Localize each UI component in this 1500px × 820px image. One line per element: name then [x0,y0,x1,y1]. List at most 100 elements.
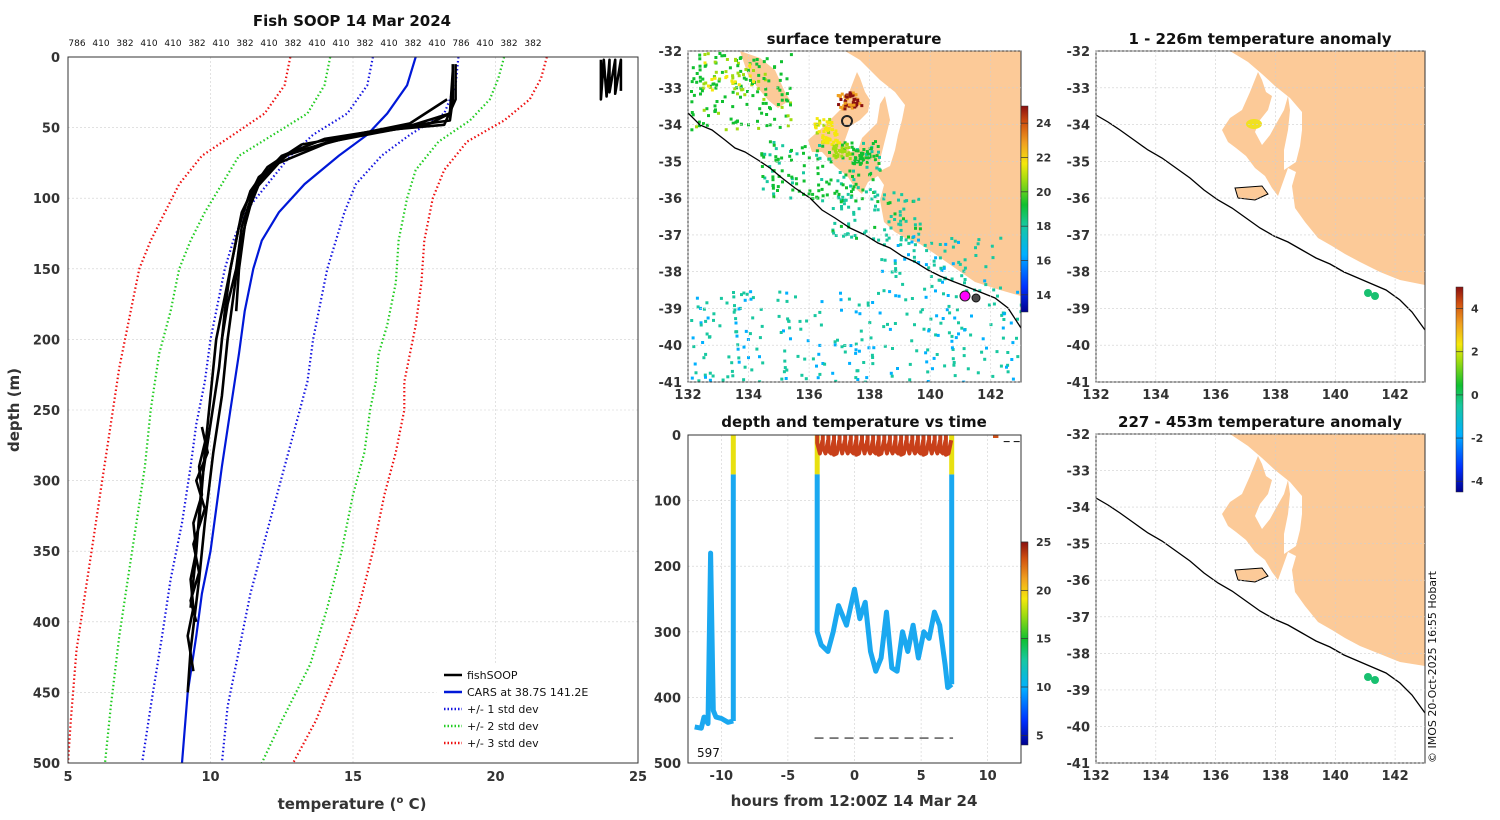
sst-pixel [852,98,856,102]
sst-pixel [873,225,877,229]
sst-pixel [736,71,740,75]
map-y-tick-label: -39 [1067,684,1091,699]
sst-pixel [869,172,872,176]
sst-pixel [914,226,917,230]
map-x-tick-label: 138 [1262,388,1289,403]
colorbar-tick-label: 25 [1036,536,1051,549]
sst-pixel [954,336,958,340]
sst-pixel [896,244,900,247]
sst-pixel [842,234,845,238]
sst-pixel [915,349,919,353]
sst-pixel [974,254,978,257]
colorbar-tick-label: 2 [1471,346,1479,359]
sst-pixel [760,111,764,115]
depth-time-trace [899,435,909,457]
sst-pixel [860,154,864,158]
sst-pixel [802,151,805,155]
gulf-marker [841,115,853,127]
sst-pixel [814,125,818,129]
sst-pixel [841,156,845,160]
sst-pixel [772,143,776,147]
sst-pixel [794,295,797,299]
sst-pixel [936,333,940,337]
y-tick-label: 200 [654,560,681,575]
sst-pixel [786,114,790,118]
sst-pixel [789,118,793,122]
sst-pixel [856,369,860,373]
sst-pixel [697,120,701,124]
sst-pixel [924,263,928,267]
sst-pixel [690,80,694,84]
sst-pixel [843,141,847,145]
sst-pixel [785,299,789,303]
sst-pixel [840,143,844,147]
sst-pixel [717,111,720,115]
sst-pixel [815,123,819,127]
sst-pixel [739,95,742,99]
colorbar-tick-label: 14 [1036,289,1052,302]
sst-pixel [715,100,719,103]
sst-pixel [825,136,829,140]
sst-pixel [856,378,860,381]
sst-pixel [737,74,741,78]
sst-pixel [827,182,831,186]
sst-pixel [776,185,780,189]
sst-pixel [868,152,872,156]
sst-pixel [776,189,779,192]
sst-pixel [957,240,960,244]
surface-colorbar [1020,105,1029,313]
sst-pixel [848,361,852,365]
sst-pixel [870,150,874,154]
sst-pixel [718,77,722,81]
sst-pixel [908,362,912,366]
sst-pixel [752,69,755,72]
profile-axes-frame [67,56,639,764]
sst-pixel [751,94,755,98]
sst-pixel [776,103,780,106]
sst-pixel [978,289,982,293]
sst-pixel [780,60,783,64]
sst-pixel [951,357,955,361]
sst-pixel [774,147,778,151]
sst-pixel [857,207,861,211]
y-tick-label: 300 [33,475,60,490]
sst-pixel [877,291,880,295]
sst-pixel [899,236,903,239]
sst-pixel [698,124,701,128]
colorbar-tick-label: 20 [1036,186,1052,199]
y-tick-label: 300 [654,626,681,641]
sst-pixel [700,89,704,93]
sst-pixel [752,58,756,62]
sst-pixel [887,236,891,240]
sst-pixel [800,146,804,150]
sst-pixel [788,154,792,158]
sst-pixel [851,187,855,191]
sst-pixel [969,333,973,337]
sst-pixel [780,377,784,381]
sst-pixel [960,274,964,278]
sst-pixel [893,259,897,263]
map-x-tick-label: 142 [1382,388,1409,403]
sst-pixel [790,158,793,162]
sst-pixel [690,319,694,322]
sst-pixel [756,119,759,123]
sst-pixel [851,93,855,97]
sst-pixel [963,278,967,281]
sst-pixel [1006,363,1010,367]
sst-pixel [695,72,699,75]
sst-pixel [737,360,741,364]
vessel-marker-magenta [959,290,971,302]
map-y-tick-label: -39 [1067,302,1091,317]
sst-pixel [730,361,734,365]
sst-pixel [849,344,853,348]
sst-pixel [1019,303,1021,307]
sst-pixel [890,270,894,274]
sst-pixel [705,107,709,111]
sst-pixel [751,82,754,85]
sst-pixel [835,189,839,193]
sst-pixel [768,140,772,144]
sst-pixel [927,329,931,333]
sst-pixel [926,370,930,374]
sst-pixel [1011,341,1015,345]
